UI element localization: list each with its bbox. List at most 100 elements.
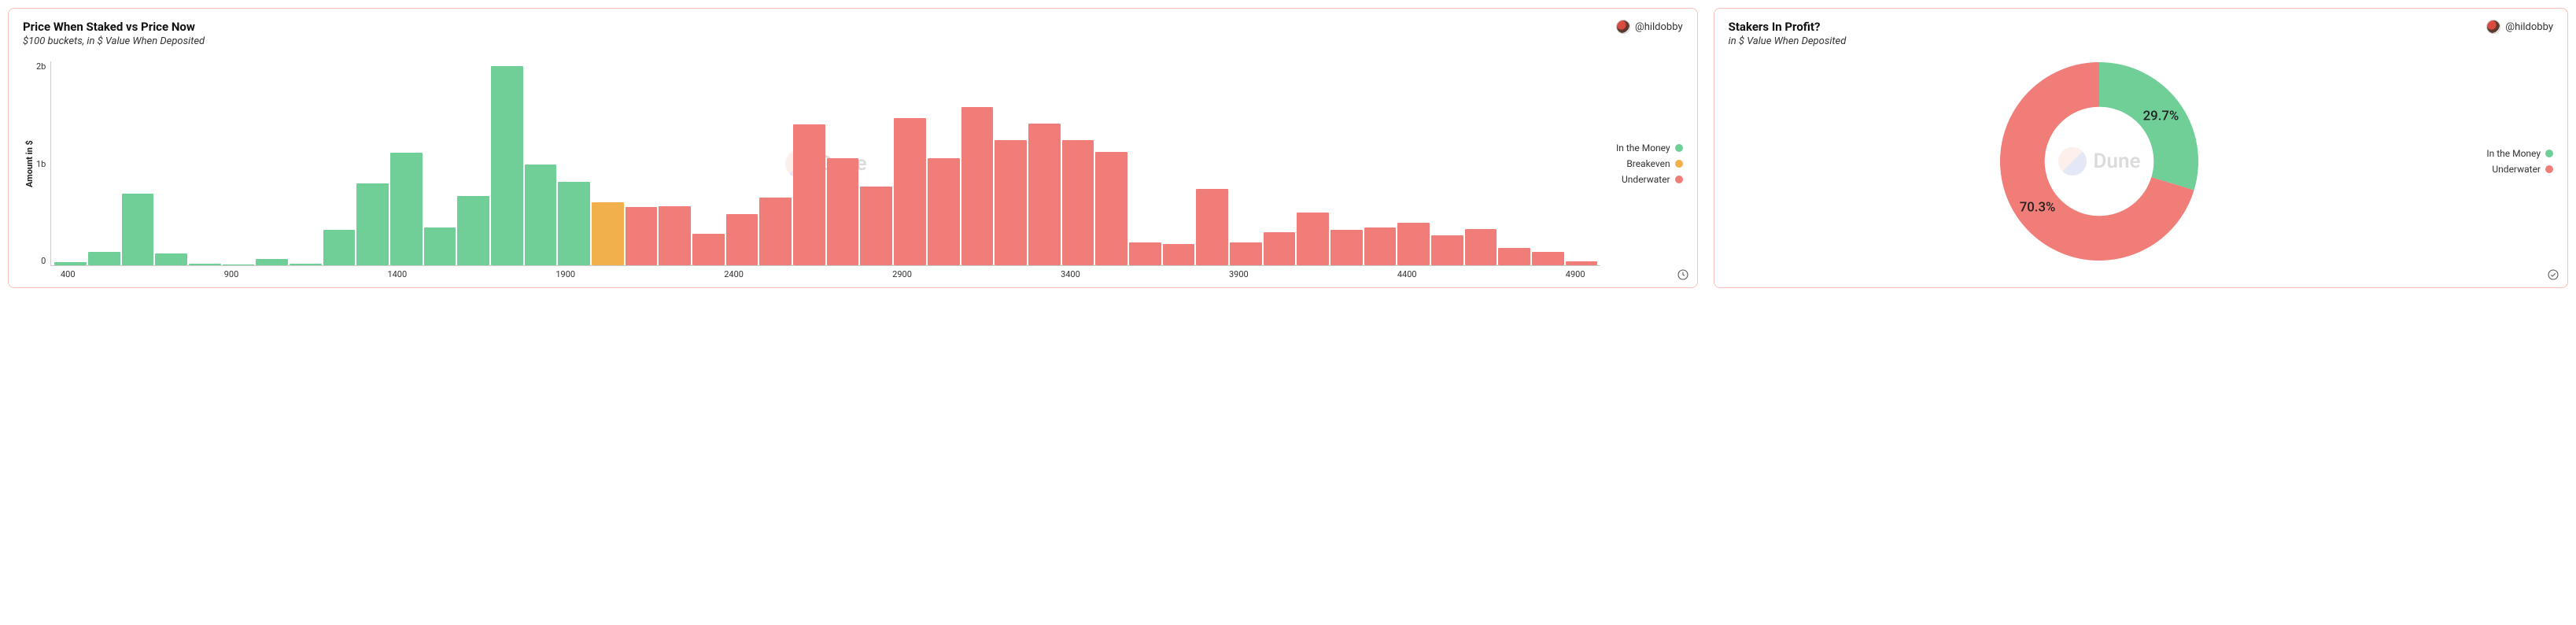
donut-plot[interactable]: Dune 29.7%70.3% bbox=[1729, 47, 2471, 276]
bar-chart-header: Price When Staked vs Price Now $100 buck… bbox=[23, 20, 1683, 47]
legend-item[interactable]: Breakeven bbox=[1626, 158, 1682, 169]
y-axis-label: Amount in $ bbox=[23, 61, 36, 266]
bar[interactable] bbox=[525, 165, 557, 265]
bar[interactable] bbox=[894, 118, 926, 265]
bar[interactable] bbox=[928, 158, 960, 265]
bar-chart-card: Price When Staked vs Price Now $100 buck… bbox=[8, 8, 1698, 288]
bar[interactable] bbox=[1465, 229, 1497, 265]
bar[interactable] bbox=[961, 107, 994, 265]
bar-plot[interactable]: Dune bbox=[50, 61, 1600, 266]
x-tick-label: 400 bbox=[61, 269, 76, 279]
author-handle: @hildobby bbox=[2505, 21, 2553, 33]
y-tick-label: 2b bbox=[36, 61, 46, 72]
legend-swatch-icon bbox=[1675, 144, 1683, 152]
author-avatar-icon bbox=[1616, 20, 1630, 34]
legend-label: Underwater bbox=[1622, 174, 1670, 185]
bar[interactable] bbox=[155, 253, 187, 265]
bar[interactable] bbox=[1364, 227, 1397, 265]
x-axis: 40090014001900240029003400390044004900 bbox=[23, 269, 1683, 279]
bar[interactable] bbox=[457, 196, 489, 265]
x-tick-label: 1900 bbox=[555, 269, 575, 279]
bar[interactable] bbox=[659, 206, 691, 265]
y-axis-ticks: 2b1b0 bbox=[36, 61, 50, 266]
donut-chart-area: Dune 29.7%70.3% In the MoneyUnderwater bbox=[1729, 47, 2553, 276]
bar[interactable] bbox=[1532, 252, 1564, 265]
bar[interactable] bbox=[424, 227, 456, 265]
legend-label: In the Money bbox=[2486, 148, 2541, 159]
donut-slice[interactable] bbox=[2099, 62, 2198, 190]
bar[interactable] bbox=[290, 264, 322, 265]
bar[interactable] bbox=[1196, 189, 1228, 265]
bar[interactable] bbox=[1230, 242, 1262, 265]
bar[interactable] bbox=[827, 158, 859, 265]
bar[interactable] bbox=[1498, 248, 1530, 265]
author-avatar-icon bbox=[2486, 20, 2500, 34]
legend-item[interactable]: Underwater bbox=[1622, 174, 1683, 185]
slice-label: 70.3% bbox=[2020, 200, 2056, 216]
donut-chart-legend: In the Money Underwater bbox=[2471, 148, 2553, 175]
author-link[interactable]: @hildobby bbox=[2486, 20, 2553, 34]
x-tick-label: 1400 bbox=[387, 269, 407, 279]
legend-swatch-icon bbox=[1675, 160, 1683, 168]
bar[interactable] bbox=[1095, 152, 1127, 265]
bar[interactable] bbox=[323, 230, 356, 265]
legend-item[interactable]: In the Money bbox=[2486, 148, 2553, 159]
bar-chart-area: Amount in $ 2b1b0 Dune In the Money Break… bbox=[23, 61, 1683, 279]
bar[interactable] bbox=[88, 252, 120, 265]
legend-label: Underwater bbox=[2492, 164, 2541, 175]
legend-item[interactable]: Underwater bbox=[2492, 164, 2553, 175]
bar[interactable] bbox=[592, 202, 624, 265]
x-tick-label: 900 bbox=[224, 269, 239, 279]
bar[interactable] bbox=[1330, 230, 1363, 265]
donut-chart-header: Stakers In Profit? in $ Value When Depos… bbox=[1729, 20, 2553, 47]
bar[interactable] bbox=[390, 153, 423, 265]
bar[interactable] bbox=[1062, 140, 1094, 265]
donut-chart-card: Stakers In Profit? in $ Value When Depos… bbox=[1714, 8, 2568, 288]
legend-label: In the Money bbox=[1616, 142, 1670, 153]
x-tick-label: 3900 bbox=[1229, 269, 1249, 279]
x-tick-label: 2900 bbox=[892, 269, 912, 279]
bar[interactable] bbox=[1264, 232, 1296, 265]
donut-chart-subtitle: in $ Value When Deposited bbox=[1729, 35, 1847, 47]
bar-chart-legend: In the Money Breakeven Underwater bbox=[1600, 61, 1683, 266]
x-axis-ticks: 40090014001900240029003400390044004900 bbox=[57, 269, 1589, 279]
donut-chart-title: Stakers In Profit? bbox=[1729, 20, 1847, 34]
author-handle: @hildobby bbox=[1635, 21, 1683, 33]
bar[interactable] bbox=[860, 187, 892, 265]
bar[interactable] bbox=[726, 214, 758, 265]
legend-item[interactable]: In the Money bbox=[1616, 142, 1683, 153]
checkmark-circle-icon[interactable] bbox=[2547, 268, 2559, 281]
x-tick-label: 4400 bbox=[1397, 269, 1417, 279]
bar[interactable] bbox=[1129, 242, 1161, 265]
bar[interactable] bbox=[1028, 124, 1061, 265]
bar[interactable] bbox=[223, 264, 255, 265]
bar[interactable] bbox=[491, 66, 523, 265]
y-tick-label: 0 bbox=[41, 256, 46, 266]
clock-icon[interactable] bbox=[1677, 268, 1689, 281]
x-tick-label: 3400 bbox=[1061, 269, 1080, 279]
bar[interactable] bbox=[54, 262, 87, 265]
bar[interactable] bbox=[1163, 244, 1195, 265]
bar[interactable] bbox=[995, 140, 1027, 265]
bar[interactable] bbox=[122, 194, 154, 265]
author-link[interactable]: @hildobby bbox=[1616, 20, 1683, 34]
bar[interactable] bbox=[189, 264, 221, 265]
bar[interactable] bbox=[1431, 235, 1463, 265]
bar[interactable] bbox=[1297, 213, 1329, 265]
x-tick-label: 4900 bbox=[1566, 269, 1585, 279]
bar-chart-subtitle: $100 buckets, in $ Value When Deposited bbox=[23, 35, 205, 47]
bar[interactable] bbox=[256, 259, 288, 265]
bar[interactable] bbox=[1397, 223, 1430, 265]
bar[interactable] bbox=[356, 183, 389, 265]
bar[interactable] bbox=[759, 198, 792, 265]
bar[interactable] bbox=[558, 182, 590, 265]
legend-label: Breakeven bbox=[1626, 158, 1670, 169]
bar[interactable] bbox=[626, 207, 658, 265]
bar[interactable] bbox=[692, 234, 725, 265]
legend-swatch-icon bbox=[1675, 176, 1683, 183]
slice-label: 29.7% bbox=[2143, 108, 2179, 124]
bar-chart-title: Price When Staked vs Price Now bbox=[23, 20, 205, 34]
bar[interactable] bbox=[793, 124, 825, 265]
bar[interactable] bbox=[1566, 261, 1598, 265]
donut-svg: 29.7% 70.3% bbox=[1989, 51, 2209, 272]
